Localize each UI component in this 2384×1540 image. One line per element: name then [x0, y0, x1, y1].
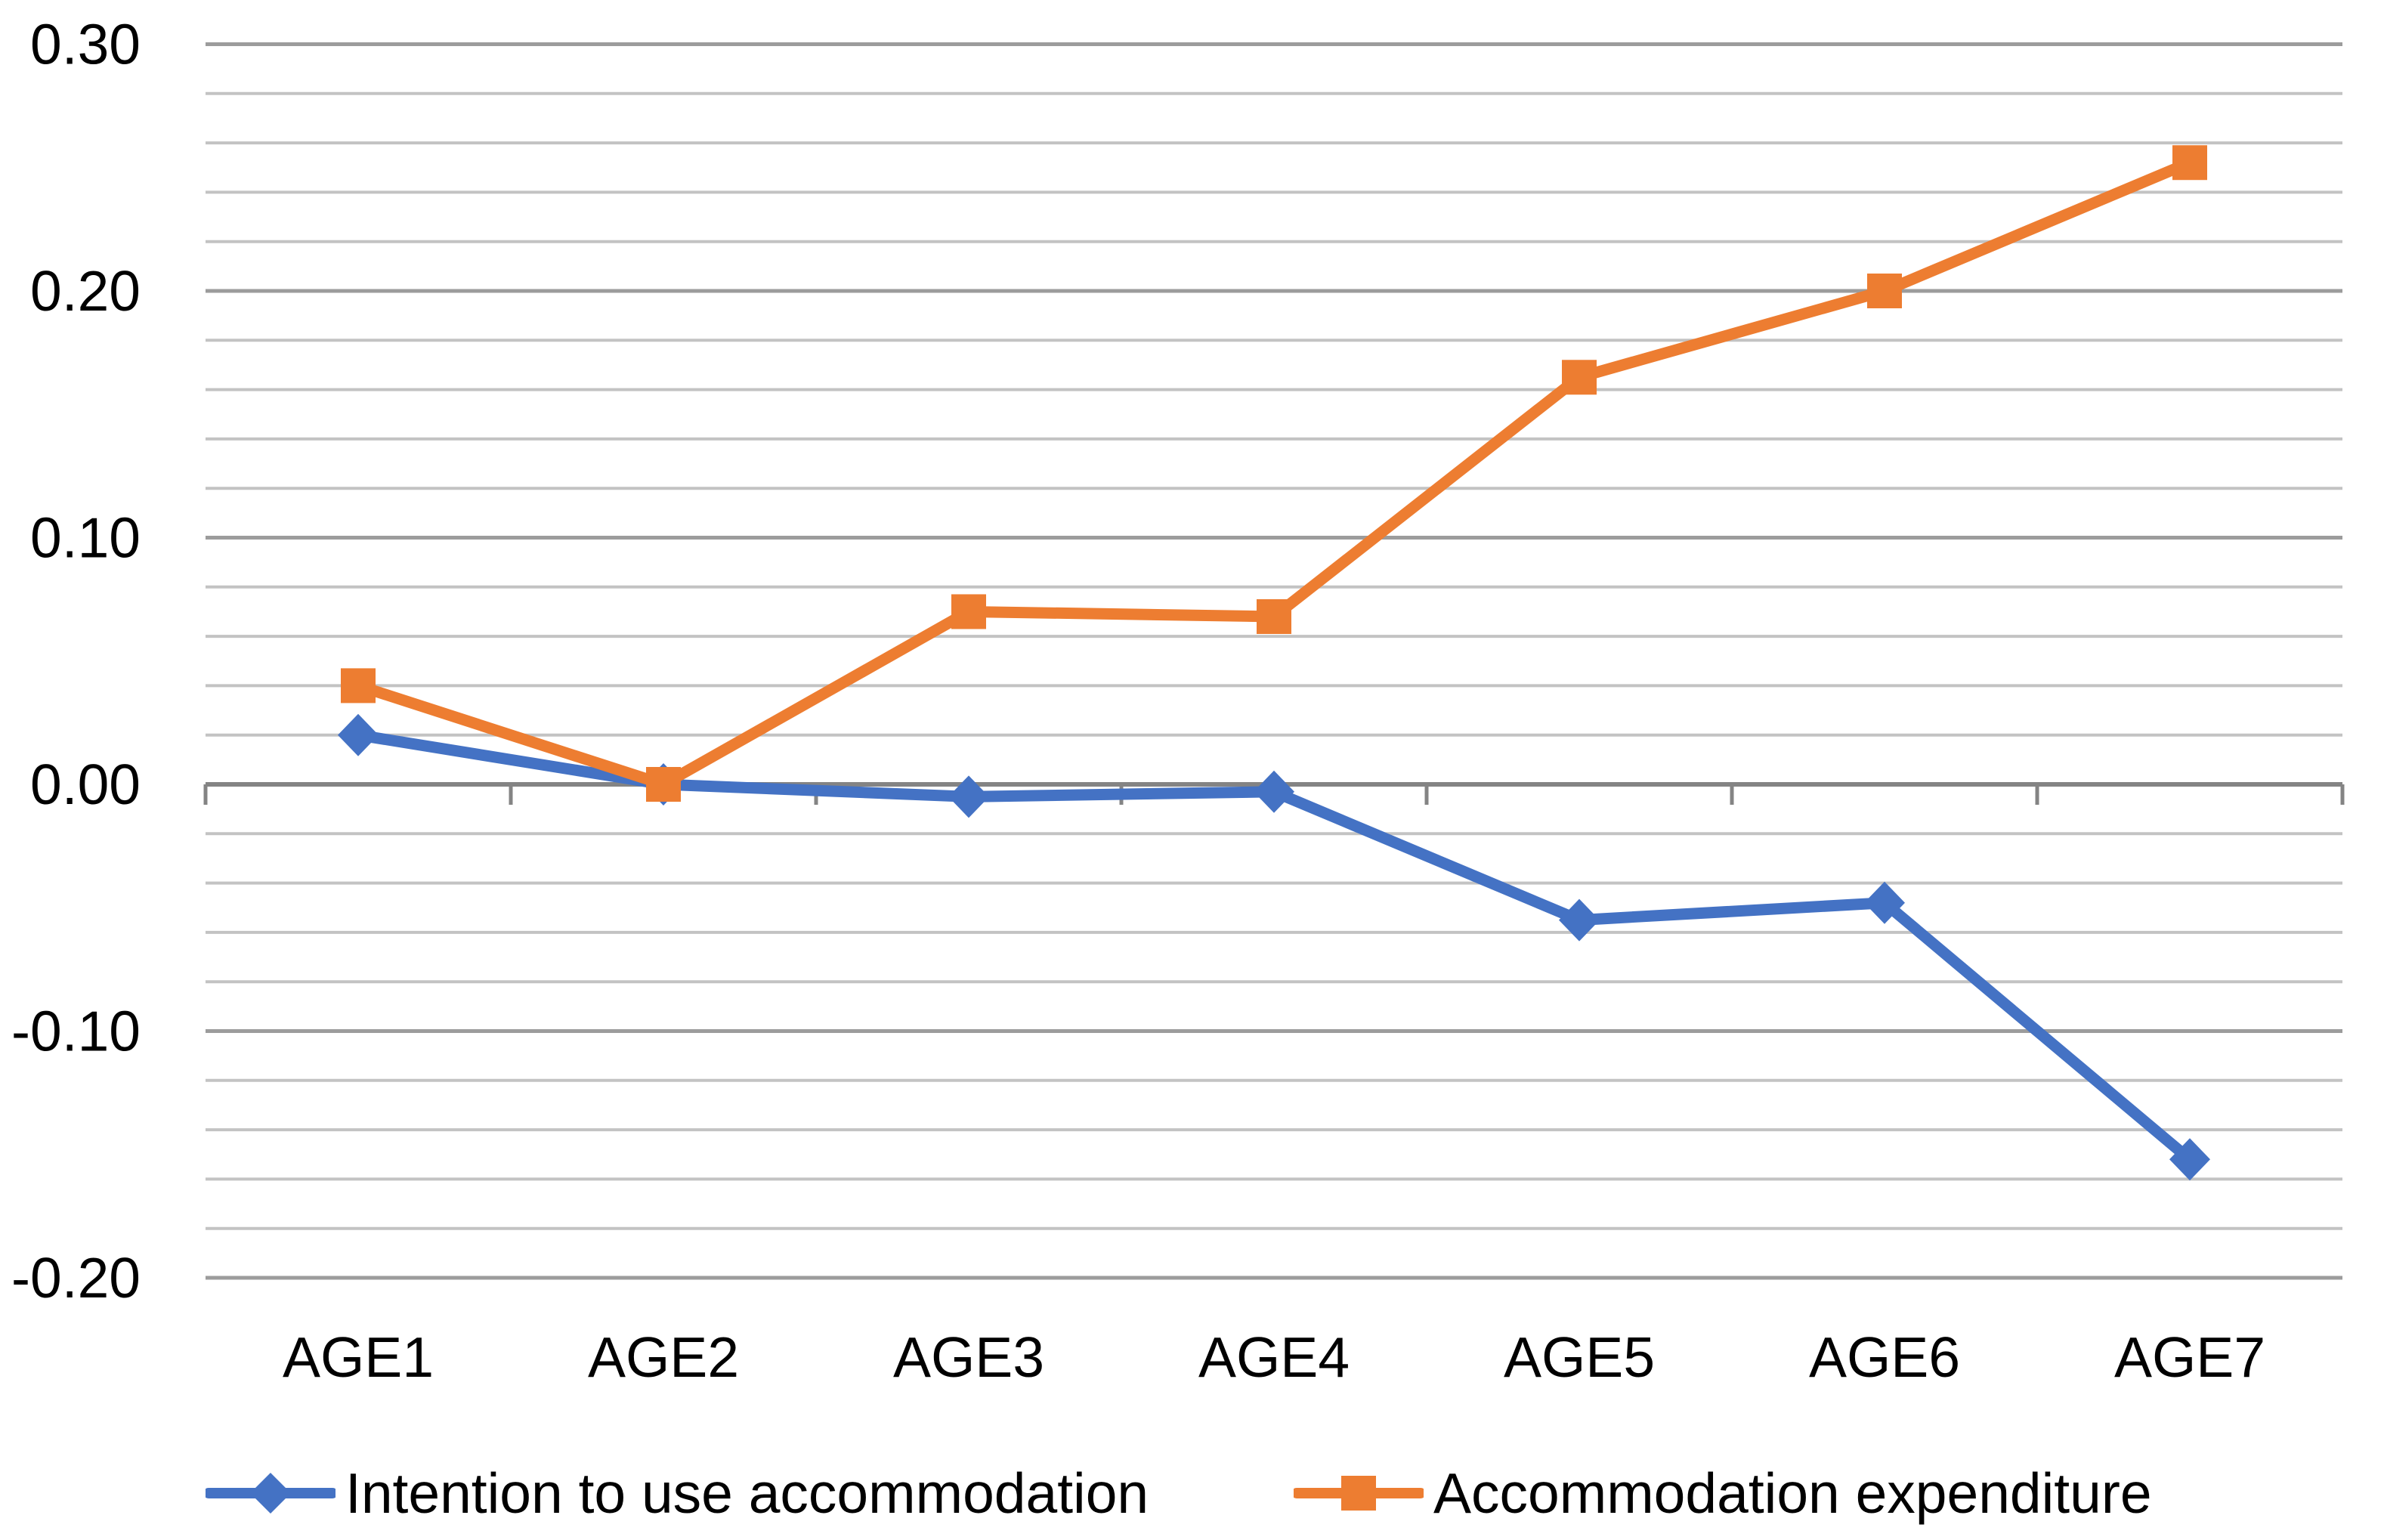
square-marker-icon	[1341, 1476, 1376, 1511]
y-axis-label: -0.10	[11, 1000, 141, 1063]
square-marker-icon	[646, 767, 681, 802]
diamond-marker-icon	[1559, 898, 1600, 942]
diamond-marker-icon	[948, 775, 989, 818]
square-marker-icon	[951, 594, 986, 629]
x-axis-label: AGE4	[1198, 1325, 1350, 1389]
x-axis-label: AGE7	[2114, 1325, 2265, 1389]
y-axis-label: 0.00	[30, 753, 141, 816]
square-marker-icon	[341, 668, 376, 704]
square-marker-icon	[1562, 360, 1597, 395]
diamond-marker-icon	[2169, 1138, 2210, 1181]
y-axis-label: 0.10	[30, 506, 141, 570]
legend: Intention to use accommodation Accommoda…	[0, 1457, 2384, 1529]
legend-label-intention: Intention to use accommodation	[345, 1461, 1149, 1525]
diamond-marker-icon	[1254, 770, 1294, 813]
y-axis-label: 0.20	[30, 259, 141, 323]
x-axis-label: AGE1	[283, 1325, 434, 1389]
legend-label-expenditure: Accommodation expenditure	[1433, 1461, 2152, 1525]
x-axis-label: AGE2	[588, 1325, 739, 1389]
legend-item-expenditure: Accommodation expenditure	[1294, 1457, 2152, 1529]
y-axis-label: -0.20	[11, 1246, 141, 1310]
series-line-expenditure	[352, 156, 2196, 790]
diamond-marker-icon	[250, 1473, 291, 1514]
diamond-marker-icon	[338, 713, 379, 756]
square-marker-icon	[2172, 145, 2207, 181]
y-axis-label: 0.30	[30, 13, 141, 76]
legend-swatch-line-diamond	[206, 1473, 335, 1514]
x-axis-label: AGE6	[1809, 1325, 1960, 1389]
x-axis-label: AGE5	[1504, 1325, 1655, 1389]
legend-swatch-line-square	[1294, 1476, 1424, 1511]
square-marker-icon	[1257, 598, 1291, 634]
legend-item-intention: Intention to use accommodation	[206, 1457, 1149, 1529]
x-axis-label: AGE3	[893, 1325, 1044, 1389]
square-marker-icon	[1867, 274, 1902, 308]
diamond-marker-icon	[1864, 881, 1905, 924]
